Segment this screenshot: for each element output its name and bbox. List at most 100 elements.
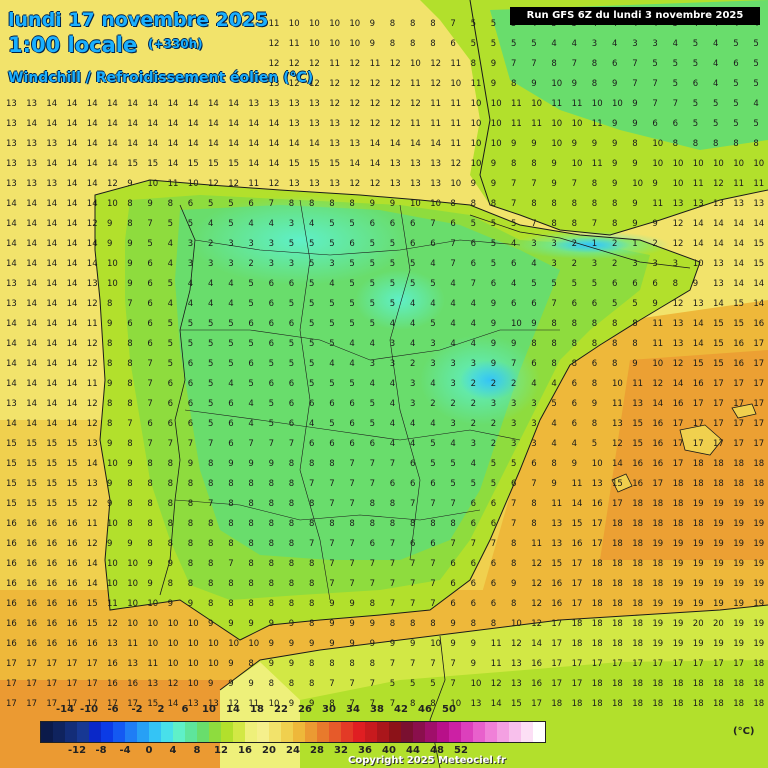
grid-value: 18 — [673, 519, 684, 529]
grid-value: 17 — [572, 679, 583, 689]
grid-value: 14 — [67, 99, 78, 109]
grid-value: 14 — [46, 99, 57, 109]
grid-value: 17 — [733, 379, 744, 389]
grid-value: 18 — [592, 619, 603, 629]
grid-value: 7 — [430, 559, 435, 569]
grid-value: 15 — [127, 159, 138, 169]
grid-value: 5 — [652, 59, 657, 69]
grid-value: 14 — [127, 139, 138, 149]
grid-value: 8 — [208, 579, 213, 589]
grid-value: 12 — [370, 179, 381, 189]
grid-value: 12 — [87, 299, 98, 309]
grid-value: 9 — [188, 459, 193, 469]
grid-value: 13 — [390, 159, 401, 169]
grid-value: 14 — [67, 139, 78, 149]
grid-value: 6 — [531, 459, 536, 469]
grid-value: 15 — [693, 359, 704, 369]
grid-value: 8 — [612, 339, 617, 349]
grid-value: 6 — [430, 479, 435, 489]
grid-value: 14 — [390, 139, 401, 149]
legend-swatch — [533, 722, 545, 742]
grid-value: 5 — [592, 439, 597, 449]
grid-value: 8 — [168, 579, 173, 589]
grid-value: 10 — [551, 79, 562, 89]
grid-value: 14 — [269, 119, 280, 129]
grid-value: 7 — [147, 439, 152, 449]
grid-value: 12 — [349, 179, 360, 189]
grid-value: 2 — [491, 439, 496, 449]
grid-value: 8 — [349, 199, 354, 209]
grid-value: 18 — [632, 539, 643, 549]
legend-tick-bottom: 36 — [358, 745, 372, 756]
parameter-title: Windchill / Refroidissement éolien (°C) — [8, 70, 314, 86]
grid-value: 13 — [87, 439, 98, 449]
grid-value: 17 — [592, 539, 603, 549]
grid-value: 8 — [410, 699, 415, 709]
grid-value: 6 — [309, 439, 314, 449]
grid-value: 16 — [46, 619, 57, 629]
legend-swatch — [221, 722, 233, 742]
grid-value: 18 — [753, 479, 764, 489]
grid-value: 5 — [471, 479, 476, 489]
grid-value: 14 — [67, 359, 78, 369]
grid-value: 8 — [592, 379, 597, 389]
grid-value: 17 — [26, 679, 37, 689]
grid-value: 6 — [228, 419, 233, 429]
grid-value: 9 — [612, 79, 617, 89]
grid-value: 8 — [248, 519, 253, 529]
region-border-2 — [180, 329, 560, 361]
grid-value: 6 — [370, 219, 375, 229]
coastline-africa — [219, 604, 768, 691]
grid-value: 8 — [511, 599, 516, 609]
grid-value: 9 — [107, 499, 112, 509]
grid-value: 14 — [370, 159, 381, 169]
grid-value: 19 — [652, 599, 663, 609]
grid-value: 14 — [147, 99, 158, 109]
grid-value: 8 — [592, 339, 597, 349]
grid-value: 14 — [269, 159, 280, 169]
grid-value: 11 — [430, 119, 441, 129]
grid-value: 11 — [450, 99, 461, 109]
grid-value: 18 — [673, 499, 684, 509]
grid-value: 13 — [349, 139, 360, 149]
grid-value: 5 — [733, 99, 738, 109]
grid-value: 3 — [289, 219, 294, 229]
grid-value: 18 — [612, 699, 623, 709]
grid-value: 10 — [652, 139, 663, 149]
grid-value: 9 — [370, 199, 375, 209]
grid-value: 8 — [147, 459, 152, 469]
grid-value: 16 — [531, 679, 542, 689]
grid-value: 12 — [269, 59, 280, 69]
grid-value: 14 — [6, 419, 17, 429]
grid-value: 15 — [6, 479, 17, 489]
grid-value: 18 — [652, 519, 663, 529]
grid-value: 16 — [67, 619, 78, 629]
grid-value: 8 — [612, 199, 617, 209]
grid-value: 7 — [370, 579, 375, 589]
grid-value: 14 — [733, 219, 744, 229]
grid-value: 16 — [632, 479, 643, 489]
grid-value: 6 — [127, 319, 132, 329]
grid-value: 4 — [471, 339, 476, 349]
grid-value: 6 — [248, 359, 253, 369]
grid-value: 3 — [551, 239, 556, 249]
grid-value: 19 — [673, 559, 684, 569]
grid-value: 14 — [46, 359, 57, 369]
grid-value: 8 — [309, 599, 314, 609]
grid-value: 11 — [248, 699, 259, 709]
legend-swatch — [185, 722, 197, 742]
grid-value: 7 — [511, 59, 516, 69]
grid-value: 8 — [511, 539, 516, 549]
grid-value: 7 — [168, 439, 173, 449]
grid-value: 11 — [269, 19, 280, 29]
region-border-5 — [299, 199, 331, 601]
grid-value: 14 — [228, 139, 239, 149]
border-morocco-algeria — [429, 635, 446, 768]
grid-value: 16 — [6, 579, 17, 589]
grid-value: 15 — [67, 459, 78, 469]
grid-value: 13 — [713, 279, 724, 289]
grid-value: 8 — [572, 219, 577, 229]
grid-value: 13 — [269, 79, 280, 89]
grid-value: 3 — [410, 379, 415, 389]
grid-value: 5 — [329, 239, 334, 249]
